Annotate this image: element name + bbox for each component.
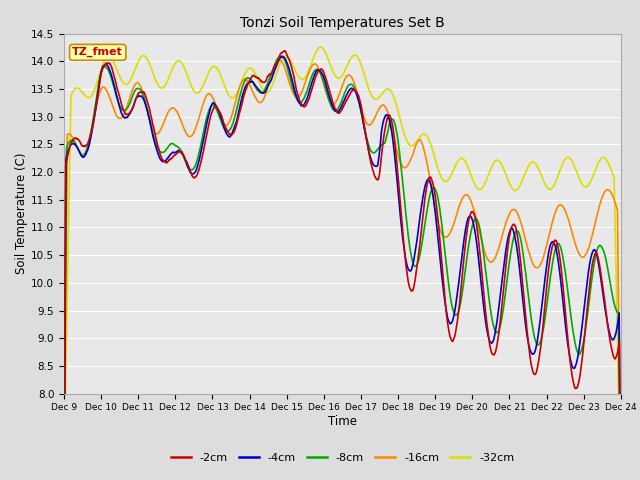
Text: TZ_fmet: TZ_fmet (72, 47, 123, 58)
Y-axis label: Soil Temperature (C): Soil Temperature (C) (15, 153, 28, 275)
Legend: -2cm, -4cm, -8cm, -16cm, -32cm: -2cm, -4cm, -8cm, -16cm, -32cm (166, 448, 518, 467)
Title: Tonzi Soil Temperatures Set B: Tonzi Soil Temperatures Set B (240, 16, 445, 30)
X-axis label: Time: Time (328, 415, 357, 428)
